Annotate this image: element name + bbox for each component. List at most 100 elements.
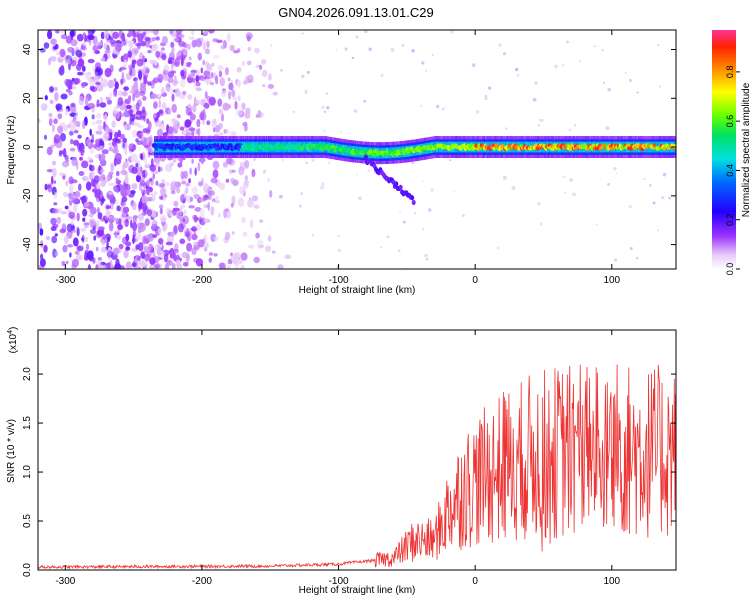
faint-dot [397, 249, 401, 253]
noise-blob [52, 124, 55, 133]
noise-blob [135, 163, 139, 168]
noise-blob [101, 149, 109, 155]
noise-blob [186, 63, 191, 68]
noise-blob [190, 113, 197, 121]
faint-dot [335, 49, 338, 51]
noise-blob [79, 156, 83, 161]
faint-dot [569, 178, 573, 182]
noise-blob [187, 93, 193, 101]
noise-blob [226, 210, 231, 219]
noise-blob [68, 211, 76, 219]
noise-blob [122, 142, 126, 148]
noise-blob [247, 46, 252, 52]
noise-blob [44, 184, 52, 189]
faint-dot [337, 235, 340, 238]
noise-blob [88, 79, 95, 87]
noise-blob [182, 90, 187, 96]
noise-blob [195, 258, 204, 267]
noise-blob [98, 153, 102, 162]
noise-blob [171, 70, 177, 74]
colorbar: 0.0 0.2 0.4 0.6 0.8 Normalized spectral ampl… [712, 30, 750, 275]
noise-blob [203, 102, 210, 109]
faint-dot [430, 188, 434, 192]
noise-blob [131, 201, 137, 211]
noise-blob [137, 256, 141, 262]
faint-dot [657, 43, 660, 47]
noise-blob [128, 89, 136, 94]
noise-blob [152, 173, 155, 180]
faint-dot [427, 208, 432, 212]
noise-blob [81, 160, 89, 169]
noise-blob [130, 190, 136, 195]
faint-dot [643, 177, 646, 180]
noise-blob [213, 253, 218, 257]
faint-dot [554, 64, 558, 69]
noise-blob [154, 191, 157, 196]
noise-blob [236, 66, 242, 73]
spectrogram-x-ticks: -300 -200 -100 0 100 [55, 30, 621, 286]
noise-blob [69, 59, 77, 67]
noise-blob [180, 170, 185, 180]
noise-blob [54, 91, 59, 102]
noise-blob [196, 118, 201, 128]
noise-blob [104, 49, 111, 54]
noise-blob [217, 212, 221, 218]
noise-blob [84, 176, 90, 182]
noise-blob [173, 200, 179, 207]
noise-blob [190, 69, 197, 74]
noise-blob [113, 78, 117, 83]
noise-blob [44, 95, 48, 101]
noise-blob [53, 180, 57, 184]
noise-blob [50, 144, 55, 149]
noise-blob [179, 238, 186, 245]
noise-blob [185, 187, 189, 194]
noise-blob [54, 192, 58, 199]
noise-blob [261, 69, 268, 78]
faint-dot [337, 248, 342, 253]
noise-blob [100, 159, 107, 167]
noise-blob [127, 50, 133, 58]
noise-blob [95, 246, 99, 252]
noise-blob [221, 89, 227, 98]
faint-dot [425, 258, 429, 261]
noise-blob [203, 204, 209, 208]
noise-blob [181, 180, 187, 185]
snr-x-tick-label: -300 [55, 576, 75, 587]
noise-blob [49, 99, 54, 105]
faint-dot [496, 246, 500, 250]
noise-blob [176, 52, 182, 57]
noise-blob [76, 212, 80, 222]
noise-blob [96, 99, 100, 107]
faint-dot [414, 212, 417, 215]
noise-blob [44, 134, 47, 140]
noise-blob [57, 113, 63, 120]
noise-blob [208, 257, 213, 263]
noise-blob [205, 61, 210, 67]
faint-dot [279, 194, 283, 199]
noise-blob [70, 39, 78, 47]
noise-blob [144, 144, 150, 149]
noise-blob [171, 47, 175, 54]
noise-blob [95, 130, 103, 135]
noise-blob [211, 62, 215, 67]
snr-x-tick-label: 100 [603, 576, 620, 587]
noise-blob [180, 69, 185, 77]
noise-blob [183, 50, 187, 56]
noise-blob [232, 96, 237, 101]
noise-blob [175, 30, 183, 35]
noise-blob [122, 165, 126, 169]
noise-blob [220, 113, 225, 122]
noise-blob [116, 205, 121, 212]
noise-blob [209, 99, 216, 105]
noise-blob [253, 256, 260, 264]
noise-blob [135, 79, 138, 87]
noise-blob [90, 228, 97, 235]
noise-blob [94, 190, 98, 198]
colorbar-tick-label: 0.6 [725, 115, 735, 128]
noise-blob [58, 30, 66, 34]
noise-blob [115, 42, 122, 51]
noise-blob [159, 204, 164, 209]
noise-blob [65, 180, 69, 187]
noise-blob [148, 145, 154, 154]
faint-dot [629, 247, 633, 250]
